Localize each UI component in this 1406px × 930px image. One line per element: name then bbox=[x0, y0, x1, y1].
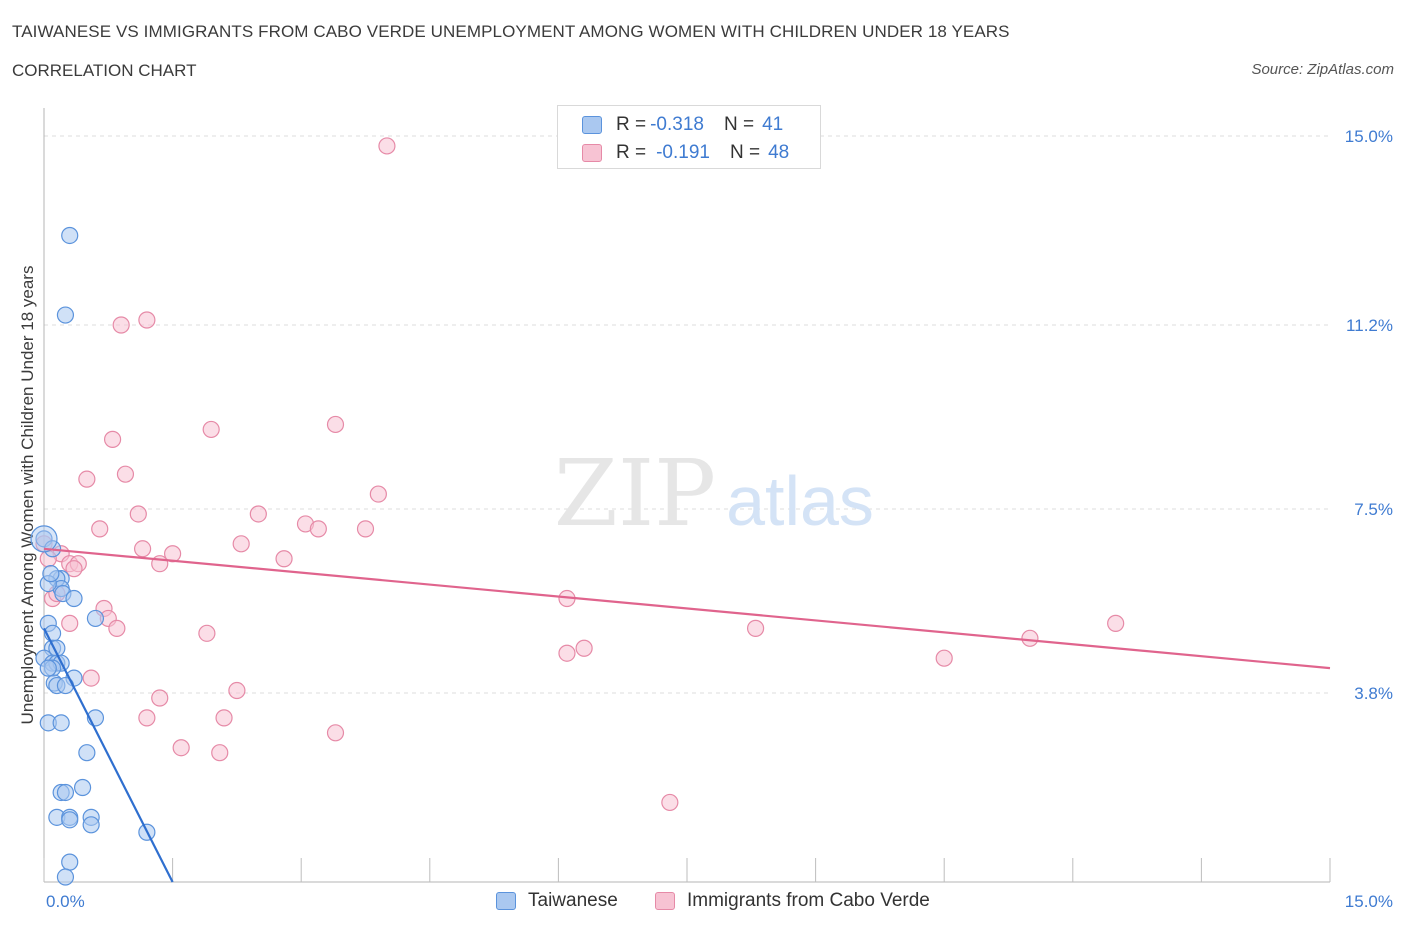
cabo-verde-point bbox=[82, 669, 100, 687]
legend-r-label: R = bbox=[616, 142, 647, 163]
taiwanese-trend-line bbox=[43, 627, 174, 883]
bottom-legend-taiwanese: Taiwanese bbox=[496, 890, 618, 912]
taiwanese-point bbox=[42, 565, 60, 583]
y-tick-label: 11.2% bbox=[1346, 316, 1393, 335]
tick-labels: 15.0% 11.2% 7.5% 3.8% 0.0% 15.0% bbox=[46, 127, 1393, 911]
blue-swatch-icon bbox=[496, 892, 516, 910]
cabo-verde-point bbox=[356, 520, 375, 538]
legend-r-label: R = bbox=[616, 114, 647, 135]
cabo-verde-point bbox=[138, 311, 156, 329]
taiwanese-point bbox=[52, 714, 70, 732]
taiwanese-point bbox=[56, 306, 75, 324]
bottom-legend-cabo-verde: Immigrants from Cabo Verde bbox=[655, 890, 930, 912]
taiwanese-point bbox=[78, 744, 96, 762]
y-tick-label: 15.0% bbox=[1345, 127, 1393, 146]
cabo-verde-point bbox=[116, 465, 135, 483]
stats-legend: R = -0.318 N = 41 R = -0.191 N = 48 bbox=[557, 105, 821, 169]
cabo-verde-point bbox=[65, 560, 83, 578]
watermark-zip: ZIP bbox=[554, 440, 716, 547]
cabo-verde-point bbox=[215, 709, 233, 727]
cabo-verde-point bbox=[746, 619, 765, 637]
cabo-verde-point bbox=[369, 485, 387, 503]
cabo-verde-point bbox=[1021, 629, 1039, 647]
taiwanese-point bbox=[39, 659, 57, 677]
cabo-verde-point bbox=[275, 550, 293, 568]
taiwanese-point bbox=[56, 868, 75, 886]
legend-r-value: -0.191 bbox=[656, 142, 710, 163]
cabo-verde-point bbox=[138, 709, 156, 727]
cabo-verde-point bbox=[133, 540, 152, 558]
cabo-verde-point bbox=[202, 420, 220, 439]
cabo-verde-point bbox=[198, 624, 216, 642]
cabo-verde-point bbox=[129, 505, 147, 523]
cabo-verde-point bbox=[249, 505, 267, 523]
taiwanese-point bbox=[61, 853, 79, 871]
cabo-verde-point bbox=[103, 430, 122, 448]
cabo-verde-point bbox=[326, 724, 345, 742]
cabo-verde-point bbox=[326, 415, 345, 434]
watermark-atlas: atlas bbox=[726, 462, 874, 540]
cabo-verde-point bbox=[112, 316, 130, 334]
y-axis-label: Unemployment Among Women with Children U… bbox=[18, 266, 37, 725]
cabo-verde-point bbox=[172, 739, 190, 757]
chart-title: TAIWANESE VS IMMIGRANTS FROM CABO VERDE … bbox=[12, 22, 1010, 41]
cabo-verde-point bbox=[78, 470, 96, 488]
y-tick-label: 7.5% bbox=[1354, 500, 1393, 519]
cabo-verde-point bbox=[211, 744, 229, 762]
chart-subtitle: CORRELATION CHART bbox=[12, 61, 197, 80]
blue-swatch-icon bbox=[582, 116, 602, 134]
x-tick-label: 0.0% bbox=[46, 892, 85, 911]
taiwanese-point bbox=[65, 589, 83, 608]
taiwanese-point bbox=[86, 609, 105, 628]
cabo-verde-point bbox=[378, 137, 396, 155]
legend-n-value: 48 bbox=[768, 142, 790, 163]
legend-row-cabo-verde: R = -0.191 N = 48 bbox=[582, 141, 789, 165]
x-tick-label: 15.0% bbox=[1345, 892, 1393, 911]
legend-n-label: N = bbox=[729, 142, 761, 163]
taiwanese-points bbox=[30, 226, 156, 886]
cabo-verde-point bbox=[61, 614, 79, 632]
series-name-cabo-verde: Immigrants from Cabo Verde bbox=[687, 890, 930, 911]
taiwanese-point bbox=[56, 783, 75, 802]
taiwanese-point bbox=[30, 525, 58, 553]
taiwanese-point bbox=[73, 778, 92, 797]
legend-row-taiwanese: R = -0.318 N = 41 bbox=[582, 113, 783, 137]
cabo-verde-point bbox=[228, 681, 246, 700]
cabo-verde-point bbox=[661, 793, 679, 812]
taiwanese-point bbox=[61, 811, 79, 829]
y-tick-label: 3.8% bbox=[1354, 684, 1393, 703]
pink-swatch-icon bbox=[582, 144, 602, 162]
cabo-verde-point bbox=[309, 520, 327, 538]
cabo-verde-point bbox=[91, 520, 109, 538]
legend-r-value: -0.318 bbox=[650, 114, 704, 135]
series-name-taiwanese: Taiwanese bbox=[528, 890, 618, 911]
taiwanese-point bbox=[61, 226, 79, 245]
cabo-verde-trend-line bbox=[43, 547, 1331, 670]
trend-lines bbox=[43, 547, 1331, 883]
cabo-verde-point bbox=[151, 689, 169, 707]
legend-n-label: N = bbox=[723, 114, 755, 135]
cabo-verde-point bbox=[935, 649, 953, 667]
source-label: Source: ZipAtlas.com bbox=[1251, 61, 1394, 78]
cabo-verde-point bbox=[575, 639, 593, 657]
cabo-verde-point bbox=[1107, 614, 1125, 632]
pink-swatch-icon bbox=[655, 892, 675, 910]
cabo-verde-point bbox=[558, 644, 576, 662]
cabo-verde-point bbox=[232, 535, 250, 553]
taiwanese-point bbox=[82, 816, 100, 834]
legend-n-value: 41 bbox=[762, 114, 784, 135]
axes bbox=[43, 108, 1331, 883]
cabo-verde-point bbox=[108, 619, 126, 637]
